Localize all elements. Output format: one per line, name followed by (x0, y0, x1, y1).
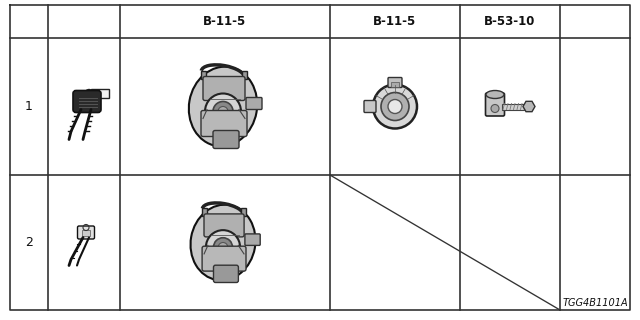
FancyBboxPatch shape (364, 100, 376, 113)
Circle shape (491, 105, 499, 113)
Circle shape (218, 107, 228, 116)
Circle shape (381, 92, 409, 121)
Ellipse shape (189, 67, 257, 146)
FancyBboxPatch shape (204, 214, 244, 237)
FancyBboxPatch shape (388, 77, 402, 87)
FancyBboxPatch shape (202, 246, 246, 271)
Ellipse shape (191, 205, 255, 280)
Bar (502, 103, 524, 109)
Bar (241, 208, 246, 216)
FancyBboxPatch shape (73, 91, 101, 113)
Circle shape (214, 238, 232, 257)
Text: B-11-5: B-11-5 (204, 15, 246, 28)
Circle shape (373, 84, 417, 129)
FancyBboxPatch shape (246, 98, 262, 109)
FancyBboxPatch shape (391, 82, 399, 86)
FancyBboxPatch shape (245, 234, 260, 245)
FancyBboxPatch shape (213, 131, 239, 148)
Bar (201, 70, 206, 78)
Text: 2: 2 (25, 236, 33, 249)
Text: 1: 1 (25, 100, 33, 113)
Bar (242, 70, 247, 78)
Text: B-11-5: B-11-5 (373, 15, 417, 28)
Circle shape (206, 230, 240, 264)
FancyBboxPatch shape (486, 93, 504, 116)
Circle shape (388, 100, 402, 114)
Bar (82, 229, 90, 236)
Circle shape (205, 93, 241, 130)
Ellipse shape (486, 91, 504, 99)
FancyBboxPatch shape (77, 226, 95, 239)
Circle shape (218, 243, 228, 252)
FancyBboxPatch shape (214, 265, 239, 283)
Text: B-53-10: B-53-10 (484, 15, 536, 28)
FancyBboxPatch shape (201, 110, 247, 137)
Text: TGG4B1101A: TGG4B1101A (563, 298, 628, 308)
FancyBboxPatch shape (203, 76, 245, 100)
FancyBboxPatch shape (91, 89, 109, 98)
Bar (202, 208, 207, 216)
Circle shape (213, 101, 233, 122)
